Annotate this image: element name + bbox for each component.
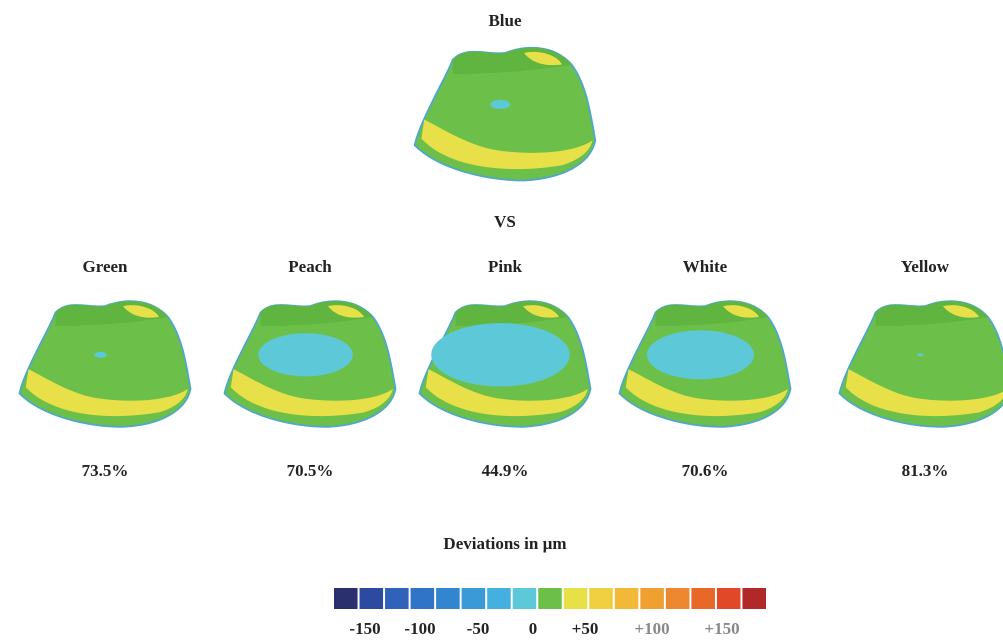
legend-swatch <box>411 588 435 609</box>
model-name: White <box>683 257 728 276</box>
legend-label: -50 <box>467 619 490 636</box>
tooth-map <box>415 48 596 181</box>
legend-swatch <box>640 588 664 609</box>
legend-swatch <box>589 588 613 609</box>
model-percent: 70.5% <box>287 461 334 480</box>
deviation-cyan <box>94 352 107 358</box>
model-name: Green <box>82 257 128 276</box>
legend-swatch <box>385 588 409 609</box>
deviation-cyan <box>917 353 923 356</box>
legend-label: -100 <box>404 619 435 636</box>
legend-label: 0 <box>529 619 538 636</box>
legend-swatch <box>513 588 537 609</box>
legend-label: +50 <box>572 619 599 636</box>
legend-swatch <box>717 588 741 609</box>
model-percent: 81.3% <box>902 461 949 480</box>
model-percent: 73.5% <box>82 461 129 480</box>
versus-label: VS <box>494 212 516 231</box>
legend-swatch <box>462 588 486 609</box>
legend-swatch <box>436 588 460 609</box>
tooth-map <box>225 301 396 427</box>
legend-label: -150 <box>349 619 380 636</box>
legend-title: Deviations in µm <box>443 534 566 553</box>
model-percent: 70.6% <box>682 461 729 480</box>
model-percent: 44.9% <box>482 461 529 480</box>
legend-label: +150 <box>704 619 739 636</box>
model-name: Peach <box>288 257 332 276</box>
deviation-cyan <box>647 330 754 379</box>
legend-swatch <box>666 588 690 609</box>
tooth-map <box>620 301 791 427</box>
legend-swatch <box>360 588 384 609</box>
legend-swatch <box>334 588 358 609</box>
legend-swatch <box>691 588 715 609</box>
tooth-map <box>19 301 190 427</box>
legend-swatch <box>538 588 562 609</box>
legend-swatch <box>742 588 766 609</box>
reference-label: Blue <box>488 11 522 30</box>
legend-swatch <box>564 588 588 609</box>
legend-swatch <box>487 588 511 609</box>
model-name: Yellow <box>901 257 950 276</box>
tooth-map <box>420 301 591 427</box>
legend-label: +100 <box>634 619 669 636</box>
model-name: Pink <box>488 257 523 276</box>
deviation-cyan <box>431 323 570 386</box>
tooth-map <box>840 301 1003 427</box>
deviation-cyan <box>490 100 510 109</box>
legend-swatch <box>615 588 639 609</box>
deviation-cyan <box>258 333 353 376</box>
